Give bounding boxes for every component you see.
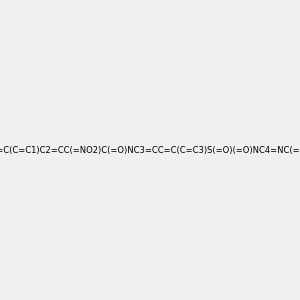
Text: CCOC1=CC=C(C=C1)C2=CC(=NO2)C(=O)NC3=CC=C(C=C3)S(=O)(=O)NC4=NC(=CC(=N4)C)C: CCOC1=CC=C(C=C1)C2=CC(=NO2)C(=O)NC3=CC=C…: [0, 146, 300, 154]
